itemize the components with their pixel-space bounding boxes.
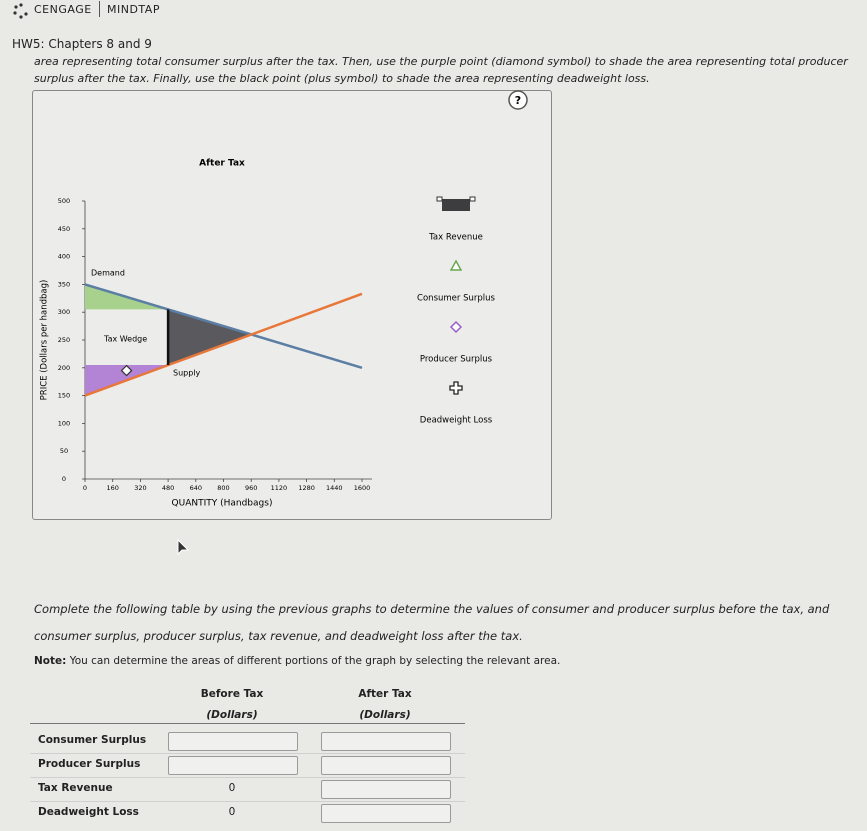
x-tick-label: 960 bbox=[245, 484, 257, 492]
input-box[interactable] bbox=[321, 780, 451, 799]
note: Note: You can determine the areas of dif… bbox=[34, 655, 560, 667]
x-tick-label: 160 bbox=[106, 484, 118, 492]
divider bbox=[99, 1, 100, 17]
product: MINDTAP bbox=[107, 3, 160, 16]
curve-label: Demand bbox=[91, 269, 125, 278]
cell-value: 0 bbox=[228, 806, 236, 818]
assignment-title: HW5: Chapters 8 and 9 bbox=[12, 37, 152, 51]
column-title: After Tax bbox=[358, 688, 412, 700]
legend-symbol[interactable] bbox=[436, 196, 476, 211]
x-tick-label: 1280 bbox=[298, 484, 315, 492]
instruction-line: surplus after the tax. Finally, use the … bbox=[34, 72, 650, 85]
input-box[interactable] bbox=[168, 732, 298, 751]
header-rule bbox=[30, 723, 465, 724]
x-tick-label: 1600 bbox=[354, 484, 371, 492]
row-label rowlab: Tax Revenue bbox=[38, 782, 113, 794]
input-box[interactable] bbox=[321, 804, 451, 823]
y-tick-label: 400 bbox=[58, 253, 70, 261]
legend-label: Consumer Surplus bbox=[417, 294, 495, 304]
x-tick-label: 640 bbox=[190, 484, 202, 492]
legend-symbol[interactable] bbox=[449, 259, 463, 271]
y-tick-label: 100 bbox=[58, 419, 70, 427]
note-text: You can determine the areas of different… bbox=[69, 655, 561, 667]
column-unit: (Dollars) bbox=[206, 709, 258, 721]
y-tick-label: 200 bbox=[58, 364, 70, 372]
y-tick-label: 350 bbox=[58, 280, 70, 288]
y-tick-label: 450 bbox=[58, 225, 70, 233]
y-tick-label: 250 bbox=[58, 336, 70, 344]
input-box[interactable] bbox=[321, 756, 451, 775]
x-tick-label: 320 bbox=[134, 484, 146, 492]
input-box[interactable] bbox=[168, 756, 298, 775]
y-tick-label: 50 bbox=[60, 447, 68, 455]
x-axis-label: QUANTITY (Handbags) bbox=[172, 499, 273, 509]
diamond-point[interactable] bbox=[120, 364, 133, 377]
logo-icon bbox=[13, 3, 28, 19]
shaded-area bbox=[168, 309, 252, 366]
tax-wedge-label: Tax Wedge bbox=[103, 335, 147, 344]
legend-label: Producer Surplus bbox=[420, 355, 493, 365]
column-title: Before Tax bbox=[200, 688, 264, 700]
cursor bbox=[177, 538, 190, 556]
y-axis-label: PRICE (Dollars per handbag) bbox=[40, 280, 50, 401]
y-tick-label: 150 bbox=[58, 392, 70, 400]
y-tick-label: 0 bbox=[62, 475, 66, 483]
legend-symbol[interactable] bbox=[449, 381, 463, 395]
row-rule bbox=[30, 801, 465, 802]
curve bbox=[84, 283, 363, 369]
x-tick-label: 0 bbox=[83, 484, 87, 492]
row-rule bbox=[30, 753, 465, 754]
y-tick-label: 500 bbox=[58, 197, 70, 205]
row-label rowlab: Consumer Surplus bbox=[38, 734, 147, 746]
x-tick-label: 480 bbox=[162, 484, 174, 492]
note-label: Note: bbox=[34, 655, 67, 667]
row-rule bbox=[30, 777, 465, 778]
legend-label: Deadweight Loss bbox=[420, 416, 493, 426]
row-label rowlab: Producer Surplus bbox=[38, 758, 141, 770]
x-tick-label: 800 bbox=[217, 484, 229, 492]
legend-symbol[interactable] bbox=[449, 320, 463, 334]
brand: CENGAGE bbox=[34, 3, 92, 16]
help-icon[interactable]: ? bbox=[515, 94, 521, 107]
input-box[interactable] bbox=[321, 732, 451, 751]
help-button[interactable] bbox=[508, 90, 528, 110]
legend-label: Tax Revenue bbox=[428, 233, 483, 243]
table-intro: Complete the following table by using th… bbox=[34, 602, 830, 643]
row-label rowlab: Deadweight Loss bbox=[38, 806, 139, 818]
column-unit: (Dollars) bbox=[359, 709, 411, 721]
y-tick-label: 300 bbox=[58, 308, 70, 316]
curve bbox=[84, 292, 363, 397]
chart-title: After Tax bbox=[199, 159, 245, 169]
instruction-line: area representing total consumer surplus… bbox=[34, 55, 848, 68]
x-tick-label: 1440 bbox=[326, 484, 343, 492]
cell-value: 0 bbox=[228, 782, 236, 794]
x-tick-label: 1120 bbox=[271, 484, 288, 492]
chart: ? After Tax QUANTITY (Handbags) PRICE (D… bbox=[40, 90, 528, 509]
curve-label: Supply bbox=[173, 369, 201, 378]
